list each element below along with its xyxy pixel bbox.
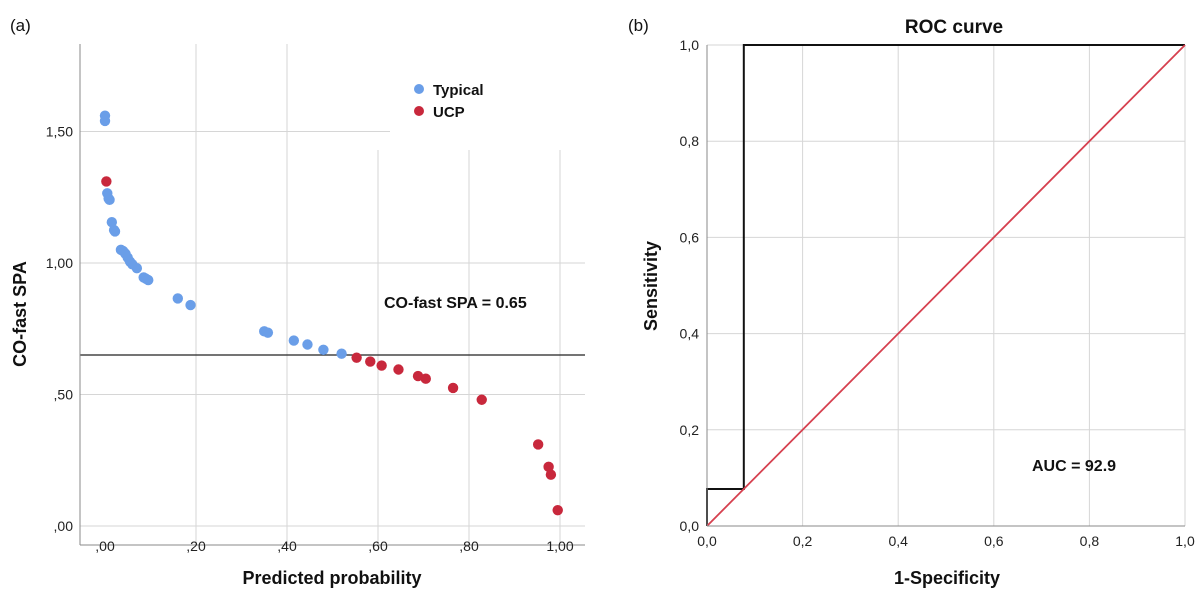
panel-a-x-tick-label: ,20	[186, 538, 206, 554]
reference-diagonal-line	[706, 44, 1186, 527]
data-point-typical	[99, 115, 111, 127]
panel-b-x-tick-label: 0,2	[793, 533, 813, 549]
panel-b-title: ROC curve	[905, 17, 1003, 38]
panel-b-label: (b)	[628, 16, 649, 35]
panel-b-tick-labels: 0,0 0,2 0,4 0,6 0,8 1,0 0,0 0,2 0,4 0,6 0,8 1,0	[680, 37, 1195, 549]
panel-b-x-tick-label: 0,0	[697, 533, 717, 549]
panel-a-y-tick-label: 1,00	[46, 255, 73, 271]
panel-a-reference-label: CO-fast SPA = 0.65	[384, 295, 527, 312]
data-point-ucp	[545, 469, 557, 480]
panel-a: (a) ,00 ,20 ,40 ,60 ,80 1,00 ,00 ,50 1,00 1,50 Pr…	[10, 16, 585, 588]
panel-a-grid	[80, 44, 585, 545]
data-point-ucp	[376, 360, 387, 371]
data-point-typical	[172, 293, 183, 304]
data-point-ucp	[101, 176, 112, 187]
panel-a-x-axis-title: Predicted probability	[242, 568, 421, 588]
data-point-typical	[336, 348, 347, 359]
panel-a-x-tick-label: 1,00	[546, 538, 573, 554]
panel-b-y-tick-label: 0,2	[680, 422, 700, 438]
panel-b-y-axis-title: Sensitivity	[641, 241, 661, 331]
panel-a-y-tick-label: 1,50	[46, 123, 73, 139]
panel-b-y-tick-label: 0,0	[680, 518, 700, 534]
data-point-typical	[302, 339, 313, 350]
data-point-typical	[288, 335, 300, 346]
panel-b-grid	[707, 44, 1186, 526]
panel-b-x-tick-label: 0,4	[888, 533, 908, 549]
panel-b-y-tick-label: 0,4	[680, 326, 700, 342]
data-point-ucp	[365, 356, 376, 367]
panel-b-x-tick-label: 0,8	[1080, 533, 1100, 549]
panel-a-x-tick-label: ,00	[95, 538, 115, 554]
data-point-typical	[143, 274, 154, 286]
legend-marker-ucp	[414, 106, 424, 116]
panel-a-y-tick-label: ,50	[54, 386, 74, 402]
panel-a-x-tick-label: ,60	[368, 538, 388, 554]
panel-b: (b) ROC curve 0,0 0,2 0,4 0,6 0,8 1,00,00,20,…	[628, 16, 1195, 588]
data-point-ucp	[476, 394, 487, 405]
data-point-typical	[106, 217, 118, 228]
data-point-typical	[104, 194, 115, 206]
panel-b-y-tick-label: 1,0	[680, 37, 700, 53]
data-point-typical	[185, 299, 196, 311]
data-point-ucp	[447, 382, 459, 394]
panel-b-y-tick-label: 0,6	[680, 229, 700, 245]
data-point-typical	[318, 344, 329, 355]
data-point-ucp	[552, 505, 563, 516]
data-point-typical	[131, 263, 143, 274]
panel-b-lines	[706, 44, 1186, 527]
panel-b-y-tick-label: 0,8	[680, 133, 700, 149]
panel-a-y-tick-label: ,00	[54, 518, 74, 534]
data-point-ucp	[543, 461, 554, 473]
panel-a-x-tick-label: ,80	[459, 538, 479, 554]
data-point-ucp	[420, 373, 431, 384]
data-point-ucp	[532, 439, 544, 450]
panel-a-legend: Typical UCP	[414, 82, 484, 121]
panel-b-x-tick-label: 0,6	[984, 533, 1004, 549]
data-point-typical	[109, 226, 121, 237]
panel-b-axes	[706, 45, 1185, 527]
data-point-typical	[262, 327, 274, 338]
panel-a-points	[99, 110, 563, 516]
legend-marker-typical	[414, 84, 424, 94]
data-point-ucp	[351, 352, 362, 363]
panel-b-x-axis-title: 1-Specificity	[894, 568, 1000, 588]
panel-b-auc-annotation: AUC = 92.9	[1032, 458, 1116, 475]
legend-label-ucp: UCP	[433, 104, 465, 121]
panel-a-label: (a)	[10, 16, 31, 35]
panel-a-tick-labels: ,00 ,20 ,40 ,60 ,80 1,00 ,00 ,50 1,00 1,50	[46, 123, 574, 554]
panel-a-y-axis-title: CO-fast SPA	[10, 261, 30, 367]
panel-a-axes	[79, 44, 585, 546]
legend-label-typical: Typical	[433, 82, 484, 99]
panel-b-x-tick-label: 1,0	[1175, 533, 1195, 549]
panel-a-x-tick-label: ,40	[277, 538, 297, 554]
data-point-ucp	[393, 364, 404, 375]
